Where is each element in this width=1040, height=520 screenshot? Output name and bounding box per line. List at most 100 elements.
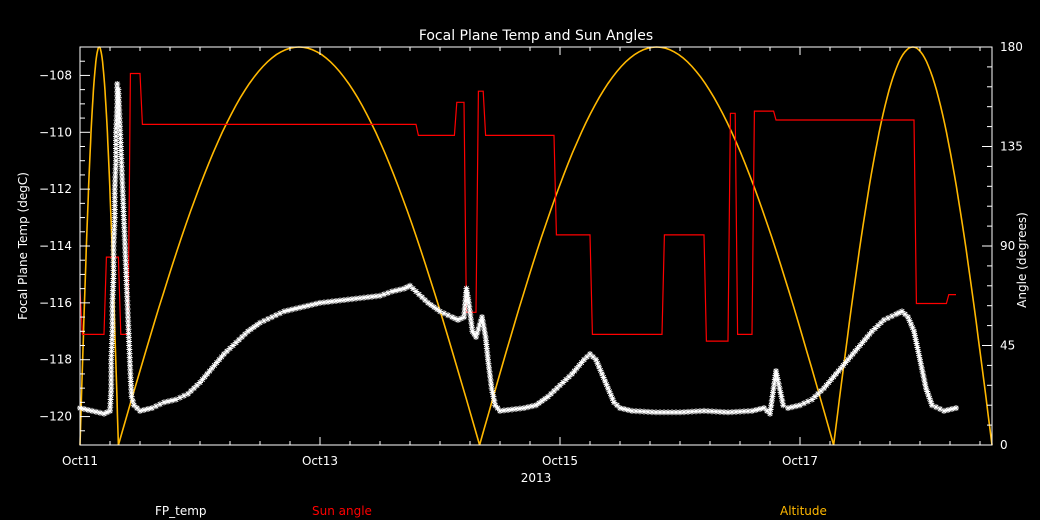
fp-temp-point: [899, 308, 905, 315]
fp-temp-point: [729, 409, 735, 416]
fp-temp-point: [776, 385, 783, 392]
fp-temp-point: [445, 312, 451, 319]
fp-temp-point: [847, 353, 854, 360]
fp-temp-point: [487, 377, 494, 384]
fp-temp-point: [111, 230, 118, 237]
fp-temp-point: [116, 123, 123, 130]
fp-temp-point: [576, 362, 583, 369]
fp-temp-point: [329, 298, 335, 305]
fp-temp-point: [741, 408, 747, 415]
fp-temp-point: [345, 296, 351, 303]
fp-temp-point: [110, 263, 117, 270]
fp-temp-point: [609, 395, 616, 402]
fp-temp-point: [85, 406, 91, 413]
fp-temp-point: [725, 409, 731, 416]
fp-temp-point: [297, 304, 303, 311]
fp-temp-point: [845, 356, 851, 363]
fp-temp-point: [153, 403, 159, 410]
fp-temp-point: [536, 400, 542, 407]
fp-temp-point: [107, 400, 114, 407]
fp-temp-point: [780, 402, 787, 409]
fp-temp-point: [125, 318, 132, 325]
fp-temp-point: [110, 275, 117, 282]
fp-temp-point: [775, 380, 782, 387]
fp-temp-point: [462, 301, 469, 308]
fp-temp-point: [893, 311, 899, 318]
fp-temp-point: [145, 405, 151, 412]
fp-temp-point: [481, 329, 488, 336]
fp-temp-point: [149, 405, 155, 412]
fp-temp-point: [89, 407, 95, 414]
fp-temp-point: [801, 400, 807, 407]
fp-temp-point: [109, 328, 116, 335]
x-tick-label: Oct15: [542, 454, 578, 468]
fp-temp-point: [81, 405, 87, 412]
fp-temp-point: [157, 401, 163, 408]
fp-temp-point: [462, 293, 469, 300]
fp-temp-point: [131, 402, 137, 409]
fp-temp-point: [177, 394, 183, 401]
fp-temp-point: [767, 410, 773, 417]
fp-temp-point: [830, 373, 837, 380]
fp-temp-point: [113, 121, 120, 128]
fp-temp-point: [581, 356, 587, 363]
fp-temp-point: [485, 360, 492, 367]
fp-temp-point: [413, 288, 419, 295]
fp-temp-point: [600, 374, 607, 381]
fp-temp-point: [428, 301, 434, 308]
fp-temp-point: [116, 102, 123, 109]
fp-temp-point: [201, 373, 208, 380]
fp-temp-point: [462, 297, 469, 304]
fp-temp-point: [869, 328, 875, 335]
fp-temp-point: [774, 376, 781, 383]
fp-temp-point: [488, 385, 495, 392]
fp-temp-point: [254, 321, 260, 328]
fp-temp-point: [486, 368, 493, 375]
fp-temp-point: [114, 80, 121, 87]
fp-temp-point: [416, 291, 422, 298]
fp-temp-point: [917, 356, 923, 363]
fp-temp-point: [365, 294, 371, 301]
fp-temp-point: [108, 364, 115, 371]
fp-temp-point: [111, 206, 118, 213]
fp-temp-point: [111, 222, 118, 229]
fp-temp-point: [120, 208, 127, 215]
fp-temp-point: [191, 385, 197, 392]
y-left-tick-label: −114: [39, 239, 72, 253]
fp-temp-point: [484, 349, 491, 356]
fp-temp-point: [117, 139, 124, 146]
fp-temp-point: [321, 299, 327, 306]
fp-temp-point: [120, 212, 127, 219]
fp-temp-point: [521, 405, 527, 412]
fp-temp-point: [945, 406, 951, 413]
fp-temp-point: [769, 393, 776, 400]
fp-temp-point: [127, 378, 134, 385]
fp-temp-point: [285, 307, 291, 314]
fp-temp-point: [109, 287, 116, 294]
fp-temp-point: [468, 320, 475, 327]
x-tick-label: Oct17: [782, 454, 818, 468]
y-right-tick-label: 0: [1000, 438, 1008, 452]
fp-temp-point: [113, 117, 120, 124]
fp-temp-point: [709, 408, 715, 415]
fp-temp-point: [289, 306, 295, 313]
fp-temp-point: [230, 342, 236, 349]
fp-temp-point: [128, 393, 135, 400]
fp-temp-point: [926, 395, 933, 402]
fp-temp-point: [123, 289, 130, 296]
fp-temp-point: [476, 322, 483, 329]
fp-temp-point: [768, 397, 775, 404]
fp-temp-point: [469, 328, 476, 335]
fp-temp-point: [629, 407, 635, 414]
fp-temp-point: [121, 220, 128, 227]
fp-temp-point: [474, 329, 481, 336]
fp-temp-point: [206, 368, 213, 375]
fp-temp-point: [124, 301, 131, 308]
fp-temp-point: [305, 302, 311, 309]
fp-temp-point: [110, 271, 117, 278]
y-axis-label-left: Focal Plane Temp (degC): [16, 172, 30, 320]
fp-temp-point: [245, 328, 251, 335]
fp-temp-point: [165, 398, 171, 405]
fp-temp-point: [110, 283, 117, 290]
